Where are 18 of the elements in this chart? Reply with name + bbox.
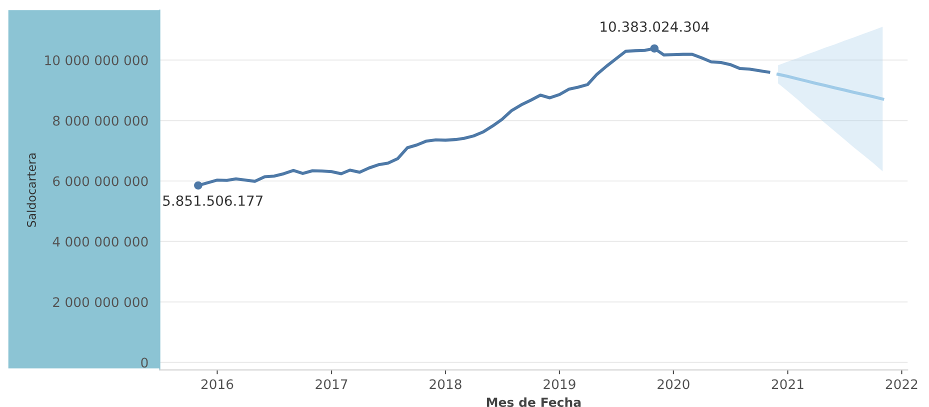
y-tick-label: 4 000 000 000 xyxy=(52,236,148,247)
y-tick-label: 6 000 000 000 xyxy=(53,176,148,186)
x-tick-label: 2022 xyxy=(886,379,918,390)
annotation: 5.851.506.177 xyxy=(163,195,263,206)
annotation: 10.383.024.304 xyxy=(600,21,709,32)
y-axis-title: Saldocartera xyxy=(26,154,36,227)
x-tick-label: 2018 xyxy=(430,379,462,390)
x-tick-label: 2019 xyxy=(544,379,576,390)
x-tick-label: 2020 xyxy=(658,379,690,390)
y-tick-label: 2 000 000 000 xyxy=(53,297,148,308)
x-axis-title: Mes de Fecha xyxy=(486,397,581,407)
x-tick-label: 2016 xyxy=(201,379,234,390)
x-tick-label: 2017 xyxy=(316,379,348,390)
y-tick-label: 10 000 000 000 xyxy=(45,55,148,66)
y-tick-label: 0 xyxy=(141,358,148,368)
y-tick-label: 8 000 000 000 xyxy=(53,116,148,126)
x-tick-label: 2021 xyxy=(772,379,804,390)
line-series xyxy=(776,72,884,101)
